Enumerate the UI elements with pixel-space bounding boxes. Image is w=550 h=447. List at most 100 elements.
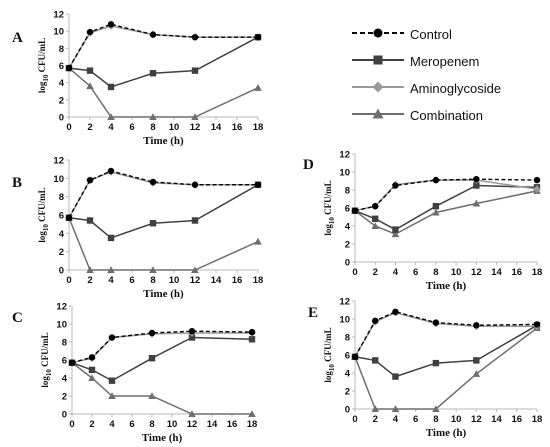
x-tick-label: 8 [433, 267, 438, 278]
x-tick-label: 0 [69, 419, 74, 430]
y-tick-label: 6 [345, 351, 350, 362]
x-tick-label: 18 [253, 122, 264, 133]
data-point-combination [108, 392, 116, 399]
data-point-meropenem [191, 67, 199, 74]
y-tick-label: 0 [59, 266, 64, 277]
x-tick-label: 10 [167, 419, 178, 430]
data-point-meropenem [473, 357, 480, 364]
series-line-meropenem [68, 184, 259, 239]
x-tick-label: 6 [129, 122, 134, 133]
series-line-meropenem [354, 184, 538, 231]
x-tick-label: 12 [190, 122, 201, 133]
x-tick-label: 10 [451, 414, 462, 425]
data-point-meropenem [88, 366, 96, 374]
legend-label-aminoglycoside: Aminoglycoside [410, 81, 502, 96]
data-point-control [473, 322, 480, 329]
series-line-aminoglycoside [68, 25, 258, 69]
data-point-control [392, 182, 399, 189]
series-line-aminoglycoside [354, 179, 538, 212]
y-tick-label: 4 [59, 229, 65, 240]
y-tick-label: 8 [59, 44, 64, 55]
data-point-control [65, 214, 73, 221]
series-line-meropenem [68, 36, 259, 88]
data-point-combination [86, 266, 94, 273]
panel-e: 0 2 4 6 8 10 12 0 2 4 6 8 10 12 14 16 18 Time (h) log10 CF… [323, 297, 542, 440]
data-point-control [107, 167, 115, 175]
x-tick-label: 16 [227, 419, 238, 430]
data-point-control [254, 181, 262, 188]
data-point-combination [191, 113, 199, 120]
y-tick-label: 12 [56, 302, 67, 313]
x-tick-label: 0 [352, 414, 357, 425]
y-tick-label: 0 [59, 113, 64, 124]
series-line-control [354, 311, 538, 358]
y-tick-label: 4 [62, 374, 68, 385]
x-tick-label: 18 [253, 275, 264, 286]
data-point-control [88, 354, 96, 361]
data-point-combination [432, 405, 440, 412]
data-point-combination [248, 410, 256, 417]
y-tick-label: 0 [345, 405, 350, 416]
x-tick-label: 12 [471, 414, 482, 425]
y-tick-label: 8 [62, 338, 67, 349]
data-point-control [86, 176, 94, 184]
data-point-meropenem [372, 215, 379, 222]
x-tick-label: 4 [108, 275, 114, 286]
y-tick-label: 4 [345, 222, 351, 233]
series-line-control [68, 23, 258, 69]
x-tick-label: 2 [87, 275, 92, 286]
data-point-meropenem [372, 357, 379, 364]
series-line-meropenem [354, 324, 538, 378]
legend-item-combination: Combination [350, 103, 550, 130]
data-point-control [432, 176, 440, 184]
data-point-meropenem [107, 234, 115, 242]
x-tick-label: 12 [471, 267, 482, 278]
y-tick-label: 2 [59, 247, 64, 258]
y-tick-label: 6 [345, 204, 350, 215]
data-point-combination [107, 266, 115, 273]
data-point-control [351, 207, 359, 214]
y-tick-label: 0 [345, 258, 350, 269]
series-line-combination [354, 327, 538, 410]
y-tick-label: 8 [345, 333, 350, 344]
data-point-combination [149, 266, 157, 273]
y-tick-label: 4 [345, 369, 351, 380]
data-point-meropenem [392, 226, 399, 233]
y-tick-label: 6 [59, 211, 64, 222]
x-tick-label: 10 [169, 275, 180, 286]
panel-c: 0 2 4 6 8 10 12 0 2 4 6 8 10 12 14 16 18 Time (h) log10 CF… [40, 302, 257, 445]
data-point-meropenem [188, 334, 196, 341]
x-tick-label: 6 [129, 275, 134, 286]
x-tick-label: 10 [169, 122, 180, 133]
series-line-combination [68, 217, 259, 271]
data-point-meropenem [432, 203, 440, 210]
x-axis-label: Time (h) [142, 432, 183, 444]
data-point-meropenem [86, 67, 94, 74]
y-tick-label: 12 [53, 156, 64, 167]
data-point-control [86, 28, 94, 36]
x-tick-label: 10 [451, 267, 462, 278]
legend-label-combination: Combination [410, 108, 483, 123]
x-tick-label: 2 [87, 122, 92, 133]
series-line-combination [354, 190, 538, 235]
data-point-control [108, 334, 116, 341]
data-point-control [473, 176, 480, 183]
y-tick-label: 12 [339, 297, 350, 308]
y-tick-label: 8 [345, 186, 350, 197]
data-point-combination [86, 82, 94, 90]
x-tick-label: 4 [393, 267, 399, 278]
x-tick-label: 4 [109, 419, 115, 430]
legend-swatch-control [352, 28, 404, 38]
data-point-combination [107, 113, 115, 120]
x-tick-label: 16 [232, 122, 243, 133]
y-tick-label: 10 [339, 315, 350, 326]
data-point-control [372, 317, 379, 324]
data-point-meropenem [191, 217, 199, 224]
data-point-control [68, 359, 76, 366]
data-point-control [254, 33, 262, 41]
data-point-control [432, 319, 440, 326]
data-point-meropenem [86, 217, 94, 224]
legend-swatch-aminoglycoside [352, 81, 404, 93]
panel-label-b: B [12, 175, 23, 191]
